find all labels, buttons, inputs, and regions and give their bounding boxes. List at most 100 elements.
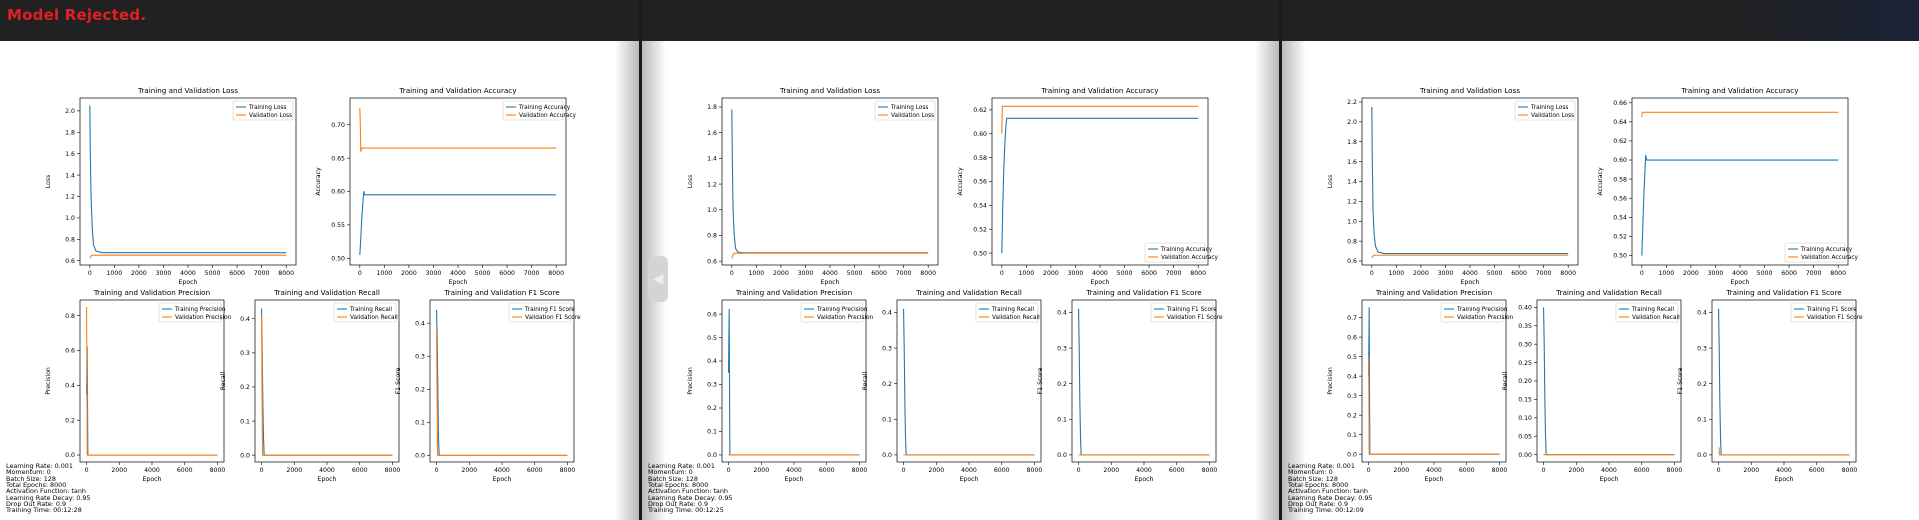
chart-title: Training and Validation Precision [1375,288,1492,297]
x-axis-label: Epoch [318,476,337,483]
x-tick-label: 6000 [1511,270,1527,277]
y-tick-label: 0.6 [707,258,717,265]
info-learning-rate: Learning Rate: 0.001 [1288,462,1355,470]
x-tick-label: 0 [435,467,439,474]
plot-frame [896,299,1042,463]
legend-label: Training Precision [174,307,226,313]
legend-label: Validation F1 Score [525,315,581,321]
y-tick-label: 0.30 [1518,341,1532,348]
info-learning-rate: Learning Rate: 0.001 [6,462,73,470]
y-tick-label: 0.52 [1613,234,1627,241]
x-axis-label: Epoch [1091,279,1110,286]
y-tick-label: 0.0 [1347,451,1357,458]
x-tick-label: 1000 [1658,270,1674,277]
x-tick-label: 0 [1717,467,1721,474]
info-batch-size: Batch Size: 128 [1288,474,1338,483]
x-tick-label: 8000 [852,467,868,474]
chart-loss: Training and Validation Loss 0.6 0.8 1.0 1.2… [1327,86,1579,286]
chart-acc: Training and Validation Accuracy 0.50 0.52… [957,86,1219,286]
x-tick-label: 1000 [1018,270,1034,277]
y-tick-label: 0.3 [1057,345,1067,352]
chart-title: Training and Validation Accuracy [1040,86,1159,95]
info-lr-decay: Learning Rate Decay: 0.95 [1288,493,1373,502]
legend: Training Precision Validation Precision [1440,302,1514,323]
legend-label: Validation Accuracy [1161,255,1219,261]
plot-frame [1361,97,1579,266]
panel-edge-shadow [1255,41,1279,520]
legend-label: Training Precision [1456,307,1508,313]
x-tick-label: 8000 [385,467,401,474]
chart-recall: Training and Validation Recall 0.0 0.1 0.2 0… [862,288,1043,483]
chart-title: Training and Validation Precision [93,288,210,297]
info-momentum: Momentum: 0 [6,468,51,477]
y-tick-label: 0.1 [707,429,717,436]
info-dropout: Drop Out Rate: 0.9 [1288,500,1349,509]
legend-label: Validation Loss [1531,113,1574,119]
info-training-time: Training Time: 00:12:28 [6,506,82,515]
chart-title: Training and Validation Accuracy [398,86,517,95]
plot-area: Training and Validation F1 Score 0.0 0.1 0.… [1677,288,1863,483]
x-tick-label: 0 [358,270,362,277]
legend: Training Accuracy Validation Accuracy [1784,242,1859,263]
y-tick-label: 0.55 [331,222,345,229]
chart-title: Training and Validation F1 Score [1725,288,1842,297]
info-training-time: Training Time: 00:12:25 [648,506,724,515]
chart-title: Training and Validation F1 Score [1085,288,1202,297]
legend-label: Training Loss [890,105,928,111]
screen-panel-2: Training and Validation Loss 0.6 0.8 1.0 1.2… [642,0,1279,520]
legend-label: Training Precision [816,307,868,313]
legend-label: Validation F1 Score [1167,315,1223,321]
legend: Training Precision Validation Precision [158,302,232,323]
y-tick-label: 0.40 [1518,305,1532,312]
x-tick-label: 0 [1640,270,1644,277]
x-axis-label: Epoch [1461,279,1480,286]
y-tick-label: 0.3 [1347,393,1357,400]
y-tick-label: 0.56 [973,179,987,186]
y-tick-label: 0.4 [1347,373,1357,380]
info-learning-rate: Learning Rate: 0.001 [648,462,715,470]
info-total-epochs: Total Epochs: 8000 [648,481,709,490]
plot-area: Training and Validation Accuracy 0.50 0.55… [315,86,577,286]
x-tick-label: 8000 [1027,467,1043,474]
chart-title: Training and Validation Precision [735,288,852,297]
plot-area: Training and Validation Precision 0.0 0.1 0… [1327,288,1514,483]
y-tick-label: 0.52 [973,226,987,233]
y-tick-label: 0.62 [1613,138,1627,145]
previous-slide-button[interactable]: ◀ [648,256,668,302]
legend-label: Validation Recall [1632,315,1680,321]
x-tick-label: 2000 [401,270,417,277]
y-tick-label: 1.0 [65,215,75,222]
y-tick-label: 0.3 [415,353,425,360]
y-tick-label: 0.6 [707,311,717,318]
top-bar: Model Rejected. [0,0,639,41]
y-tick-label: 1.6 [707,130,717,137]
y-tick-label: 0.62 [973,107,987,114]
x-axis-label: Epoch [1425,476,1444,483]
plot-frame [1536,299,1682,463]
chart-loss: Training and Validation Loss 0.6 0.8 1.0 1.2… [45,86,297,286]
y-tick-label: 0.50 [1613,253,1627,260]
y-tick-label: 0.6 [65,348,75,355]
info-total-epochs: Total Epochs: 8000 [6,481,67,490]
training-series-line [1368,307,1500,455]
chart-recall: Training and Validation Recall 0.0 0.1 0.2 0… [220,288,401,483]
x-tick-label: 6000 [994,467,1010,474]
status-title: Model Rejected. [7,6,147,24]
info-activation: Activation Function: tanh [648,487,728,496]
x-tick-label: 2000 [1413,270,1429,277]
x-tick-label: 8000 [278,270,294,277]
plot-area: Training and Validation Precision 0.0 0.1 0… [687,288,874,483]
screen-panel-1: Model Rejected. Training and Validation … [0,0,639,520]
plot-frame [1711,299,1857,463]
y-tick-label: 0.2 [240,384,250,391]
chart-title: Training and Validation Recall [1555,288,1662,297]
x-tick-label: 5000 [1757,270,1773,277]
plot-area: Training and Validation Accuracy 0.50 0.52… [957,86,1219,286]
chart-acc: Training and Validation Accuracy 0.50 0.52… [1597,86,1859,286]
legend-label: Training F1 Score [1806,307,1857,313]
plot-frame [254,299,400,463]
legend-box [502,100,564,121]
info-training-time: Training Time: 00:12:09 [1288,506,1364,515]
plot-frame [429,299,575,463]
plot-area: Training and Validation Loss 0.6 0.8 1.0 1.2… [45,86,297,286]
